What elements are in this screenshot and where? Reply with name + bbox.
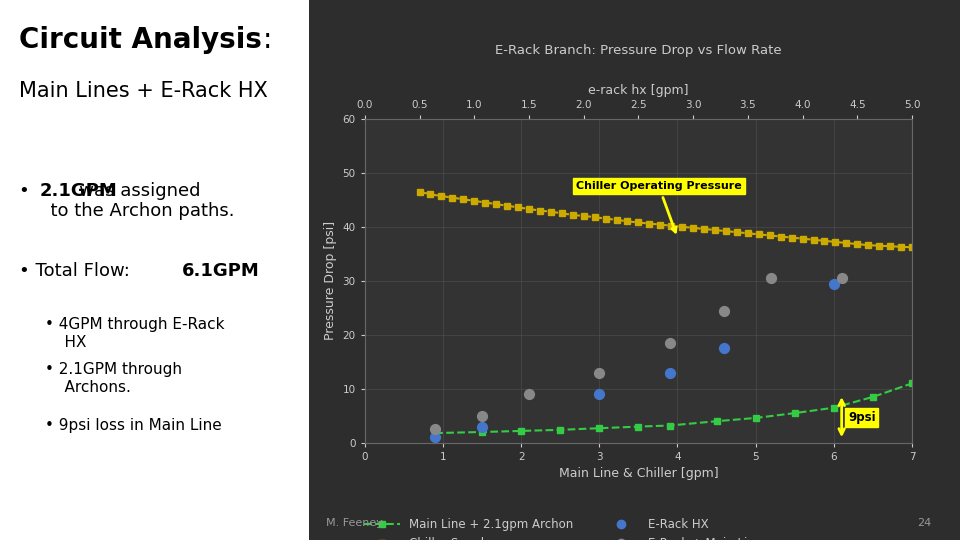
Chiller Supply xyxy=(677,224,688,230)
Text: • Total Flow:: • Total Flow: xyxy=(18,262,135,280)
Main Line + 2.1gpm Archon xyxy=(429,430,441,436)
Chiller Supply xyxy=(775,233,786,240)
Chiller Supply xyxy=(513,204,524,211)
Chiller Supply xyxy=(414,188,425,195)
Main Line + 2.1gpm Archon xyxy=(476,429,488,435)
Chiller Supply xyxy=(797,235,808,242)
Main Line + 2.1gpm Archon xyxy=(555,427,566,433)
Chiller Supply xyxy=(665,222,677,229)
Line: Chiller Supply: Chiller Supply xyxy=(417,188,915,251)
Legend: Main Line + 2.1gpm Archon, Chiller Supply, E-Rack HX, E-Rack + Main Line: Main Line + 2.1gpm Archon, Chiller Suppl… xyxy=(360,514,767,540)
Main Line + 2.1gpm Archon xyxy=(828,404,840,411)
Chiller Supply xyxy=(862,242,874,248)
Chiller Supply xyxy=(501,202,513,209)
Chiller Supply xyxy=(753,231,764,238)
Y-axis label: Pressure Drop [psi]: Pressure Drop [psi] xyxy=(324,221,337,340)
Chiller Supply xyxy=(578,213,589,219)
Chiller Supply xyxy=(491,201,502,207)
E-Rack + Main Line xyxy=(591,368,607,377)
Text: • 9psi loss in Main Line: • 9psi loss in Main Line xyxy=(45,417,222,433)
E-Rack HX xyxy=(717,344,732,353)
Main Line + 2.1gpm Archon xyxy=(633,423,644,430)
Chiller Supply xyxy=(523,206,535,212)
Chiller Supply xyxy=(567,212,579,218)
X-axis label: Main Line & Chiller [gpm]: Main Line & Chiller [gpm] xyxy=(559,468,718,481)
Chiller Supply xyxy=(468,198,480,204)
Chiller Supply xyxy=(687,225,699,231)
Main Line + 2.1gpm Archon xyxy=(750,415,761,421)
E-Rack + Main Line xyxy=(717,306,732,315)
E-Rack HX xyxy=(474,422,490,431)
Chiller Supply xyxy=(807,237,819,243)
Text: Main Lines + E-Rack HX: Main Lines + E-Rack HX xyxy=(18,81,267,101)
Chiller Supply xyxy=(841,240,852,246)
Chiller Supply xyxy=(424,191,436,198)
Chiller Supply xyxy=(622,218,634,225)
Line: Main Line + 2.1gpm Archon: Main Line + 2.1gpm Archon xyxy=(432,364,954,436)
Chiller Supply xyxy=(655,221,666,228)
Chiller Supply xyxy=(819,238,830,244)
Chiller Supply xyxy=(611,217,622,223)
E-Rack HX xyxy=(591,390,607,399)
Chiller Supply xyxy=(764,232,776,239)
E-Rack + Main Line xyxy=(521,390,537,399)
Main Line + 2.1gpm Archon xyxy=(789,410,801,416)
Text: •: • xyxy=(18,181,35,200)
Main Line + 2.1gpm Archon xyxy=(664,422,676,429)
Main Line + 2.1gpm Archon xyxy=(593,425,605,431)
Chiller Supply xyxy=(446,194,458,201)
Text: M. Feeney: M. Feeney xyxy=(326,518,383,529)
Chiller Supply xyxy=(479,199,491,206)
Title: E-Rack Branch: Pressure Drop vs Flow Rate: E-Rack Branch: Pressure Drop vs Flow Rat… xyxy=(495,44,781,57)
Chiller Supply xyxy=(829,239,841,245)
Main Line + 2.1gpm Archon xyxy=(946,364,957,370)
Chiller Supply xyxy=(786,234,798,241)
Text: was assigned
  to the Archon paths.: was assigned to the Archon paths. xyxy=(39,181,235,220)
Chiller Supply xyxy=(874,242,885,249)
Text: Circuit Analysis: Circuit Analysis xyxy=(18,26,261,54)
Chiller Supply xyxy=(633,219,644,226)
Text: :: : xyxy=(262,26,272,54)
E-Rack + Main Line xyxy=(662,339,678,347)
Chiller Supply xyxy=(698,226,709,232)
Chiller Supply xyxy=(709,227,721,233)
Chiller Supply xyxy=(906,244,918,251)
Chiller Supply xyxy=(852,241,863,247)
Text: • 4GPM through E-Rack
    HX: • 4GPM through E-Rack HX xyxy=(45,317,225,349)
E-Rack HX xyxy=(827,279,842,288)
Main Line + 2.1gpm Archon xyxy=(867,394,878,400)
E-Rack + Main Line xyxy=(763,274,779,282)
Chiller Supply xyxy=(732,229,743,235)
Chiller Supply xyxy=(643,220,655,227)
Text: 24: 24 xyxy=(917,518,931,529)
Chiller Supply xyxy=(545,208,557,215)
Chiller Supply xyxy=(600,215,612,222)
Chiller Supply xyxy=(458,196,469,202)
E-Rack + Main Line xyxy=(474,411,490,420)
Text: • 2.1GPM through
    Archons.: • 2.1GPM through Archons. xyxy=(45,362,182,395)
Chiller Supply xyxy=(588,214,600,220)
Main Line + 2.1gpm Archon xyxy=(710,418,722,424)
Chiller Supply xyxy=(896,244,907,250)
Chiller Supply xyxy=(556,210,567,217)
Chiller Supply xyxy=(742,230,754,237)
Text: Chiller Operating Pressure: Chiller Operating Pressure xyxy=(576,181,742,232)
Text: 6.1GPM: 6.1GPM xyxy=(182,262,260,280)
Main Line + 2.1gpm Archon xyxy=(906,380,918,387)
Text: 2.1GPM: 2.1GPM xyxy=(39,181,117,200)
X-axis label: e-rack hx [gpm]: e-rack hx [gpm] xyxy=(588,84,688,97)
E-Rack HX xyxy=(944,231,959,239)
Main Line + 2.1gpm Archon xyxy=(516,428,527,434)
E-Rack + Main Line xyxy=(427,425,443,434)
Chiller Supply xyxy=(436,193,447,199)
Chiller Supply xyxy=(720,228,732,234)
E-Rack HX xyxy=(427,433,443,442)
E-Rack + Main Line xyxy=(834,274,850,282)
Chiller Supply xyxy=(534,207,545,214)
Text: 9psi: 9psi xyxy=(848,410,876,424)
Chiller Supply xyxy=(884,243,896,249)
E-Rack HX xyxy=(662,368,678,377)
